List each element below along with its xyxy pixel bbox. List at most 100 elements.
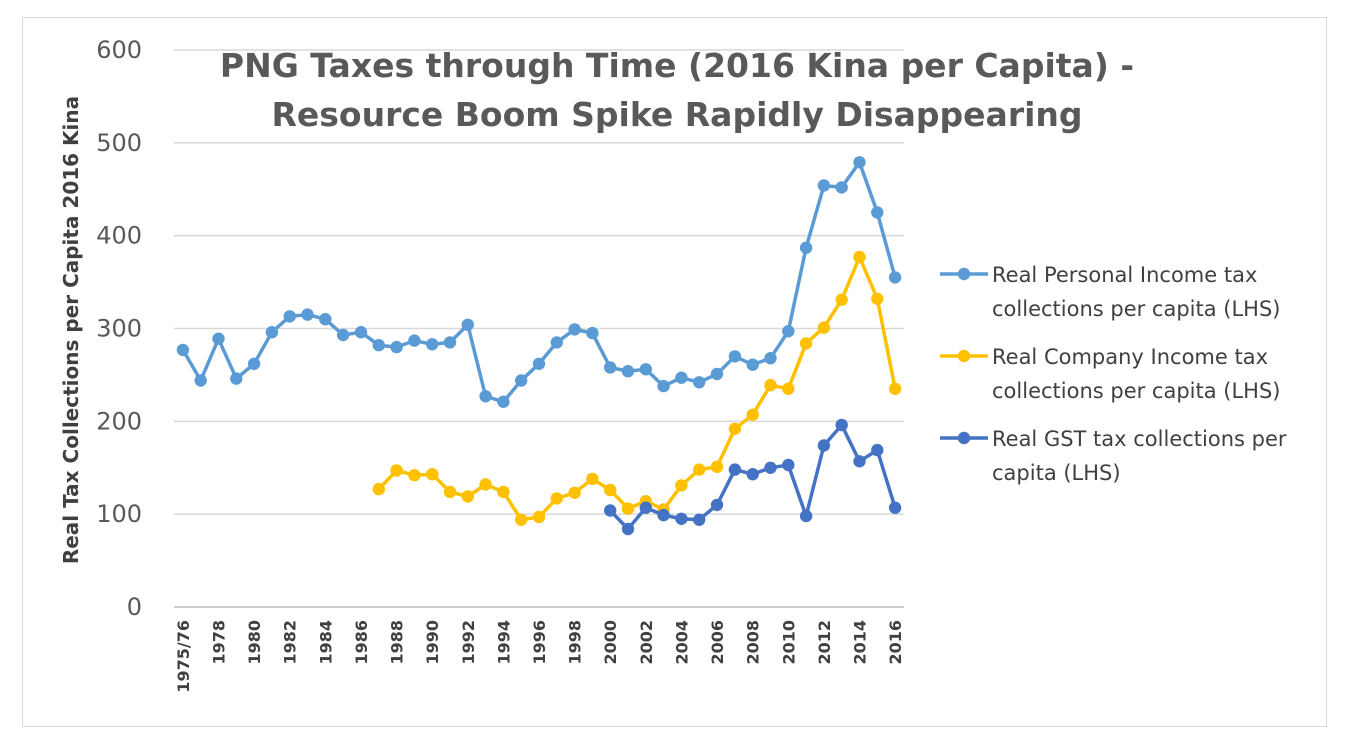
data-point bbox=[479, 390, 492, 403]
data-point bbox=[764, 461, 777, 474]
y-tick-label: 300 bbox=[96, 315, 142, 343]
chart-frame bbox=[22, 17, 1327, 727]
legend-marker bbox=[957, 431, 971, 445]
data-point bbox=[604, 504, 617, 517]
data-point bbox=[693, 513, 706, 526]
data-point bbox=[390, 340, 403, 354]
data-point bbox=[426, 338, 439, 351]
data-point bbox=[888, 501, 902, 514]
x-tick-label: 1986 bbox=[352, 620, 371, 665]
y-axis-label: Real Tax Collections per Capita 2016 Kin… bbox=[59, 96, 83, 564]
data-point bbox=[621, 522, 635, 536]
data-point bbox=[247, 357, 261, 370]
data-point bbox=[888, 271, 902, 284]
data-point bbox=[817, 179, 831, 192]
x-tick-label: 2010 bbox=[779, 620, 798, 665]
x-tick-label: 1990 bbox=[423, 620, 442, 665]
x-tick-label: 1980 bbox=[245, 620, 264, 665]
data-point bbox=[230, 372, 243, 385]
data-point bbox=[728, 463, 742, 476]
x-tick-label: 1996 bbox=[530, 620, 549, 665]
x-axis-ticks: 1975/76 1978 1980 1982 1984 1986 1988 1990 1992 1… bbox=[174, 620, 905, 693]
legend-label: Real Personal Income tax bbox=[992, 263, 1257, 287]
data-point bbox=[835, 418, 848, 432]
data-point bbox=[497, 485, 510, 499]
data-point bbox=[212, 332, 225, 345]
data-point bbox=[853, 156, 866, 169]
data-point bbox=[443, 336, 457, 349]
chart-title-line-2: Resource Boom Spike Rapidly Disappearing bbox=[271, 95, 1082, 134]
x-tick-label: 2012 bbox=[815, 620, 834, 665]
y-tick-label: 500 bbox=[96, 129, 142, 157]
data-point bbox=[194, 374, 207, 387]
legend-label: collections per capita (LHS) bbox=[992, 297, 1281, 321]
x-tick-label: 1994 bbox=[494, 620, 513, 665]
data-point bbox=[283, 310, 296, 323]
data-point bbox=[639, 363, 652, 376]
data-point bbox=[319, 313, 332, 326]
series-3 bbox=[604, 418, 902, 536]
legend-label: Real Company Income tax bbox=[992, 345, 1268, 369]
data-point bbox=[532, 510, 546, 524]
data-point bbox=[532, 357, 546, 370]
data-point bbox=[176, 343, 190, 357]
legend-marker bbox=[957, 349, 971, 363]
y-tick-label: 600 bbox=[96, 36, 142, 64]
data-point bbox=[710, 367, 724, 381]
data-point bbox=[746, 408, 759, 421]
y-tick-label: 0 bbox=[127, 593, 142, 621]
data-point bbox=[888, 382, 902, 395]
data-point bbox=[693, 463, 706, 476]
data-point bbox=[657, 508, 670, 522]
data-point bbox=[799, 241, 813, 254]
legend-label: capita (LHS) bbox=[992, 461, 1121, 485]
x-tick-label: 2014 bbox=[850, 620, 869, 665]
x-tick-label: 2000 bbox=[601, 620, 620, 665]
data-point bbox=[746, 358, 759, 371]
data-point bbox=[817, 439, 831, 452]
data-point bbox=[550, 336, 563, 349]
legend-label: collections per capita (LHS) bbox=[992, 379, 1281, 403]
data-point bbox=[853, 455, 866, 468]
data-point bbox=[265, 326, 279, 339]
y-axis-ticks: 0 100 200 300 400 500 600 bbox=[96, 36, 142, 621]
data-point bbox=[817, 321, 831, 334]
data-point bbox=[675, 512, 688, 525]
x-tick-label: 2006 bbox=[708, 620, 727, 665]
data-point bbox=[799, 509, 813, 523]
data-point bbox=[853, 250, 866, 264]
data-point bbox=[764, 378, 777, 392]
data-point bbox=[550, 492, 563, 505]
legend-item-2: Real Company Income tax collections per c… bbox=[940, 345, 1281, 403]
data-point bbox=[871, 292, 884, 305]
data-point bbox=[835, 293, 848, 306]
chart-title-line-1: PNG Taxes through Time (2016 Kina per Ca… bbox=[220, 46, 1134, 85]
data-point bbox=[728, 350, 742, 363]
data-point bbox=[799, 337, 813, 350]
data-point bbox=[390, 464, 403, 477]
data-point bbox=[782, 325, 795, 338]
x-tick-label: 1984 bbox=[316, 620, 335, 665]
x-tick-label: 1978 bbox=[210, 620, 229, 665]
legend: Real Personal Income tax collections per … bbox=[940, 263, 1287, 485]
data-point bbox=[871, 443, 884, 457]
x-tick-label: 2002 bbox=[637, 620, 656, 665]
data-point bbox=[621, 502, 635, 515]
data-point bbox=[372, 482, 385, 496]
data-point bbox=[764, 352, 777, 365]
series-line bbox=[377, 255, 897, 522]
data-point bbox=[746, 468, 759, 481]
data-point bbox=[604, 483, 617, 497]
data-point bbox=[515, 513, 528, 526]
data-point bbox=[568, 323, 581, 336]
data-point bbox=[354, 326, 368, 339]
data-point bbox=[336, 328, 350, 342]
data-point bbox=[675, 371, 688, 384]
x-tick-label: 1982 bbox=[281, 620, 300, 665]
data-point bbox=[586, 326, 599, 340]
data-point bbox=[586, 472, 599, 486]
data-point bbox=[408, 334, 421, 347]
data-point bbox=[408, 469, 421, 482]
data-point bbox=[621, 365, 635, 378]
